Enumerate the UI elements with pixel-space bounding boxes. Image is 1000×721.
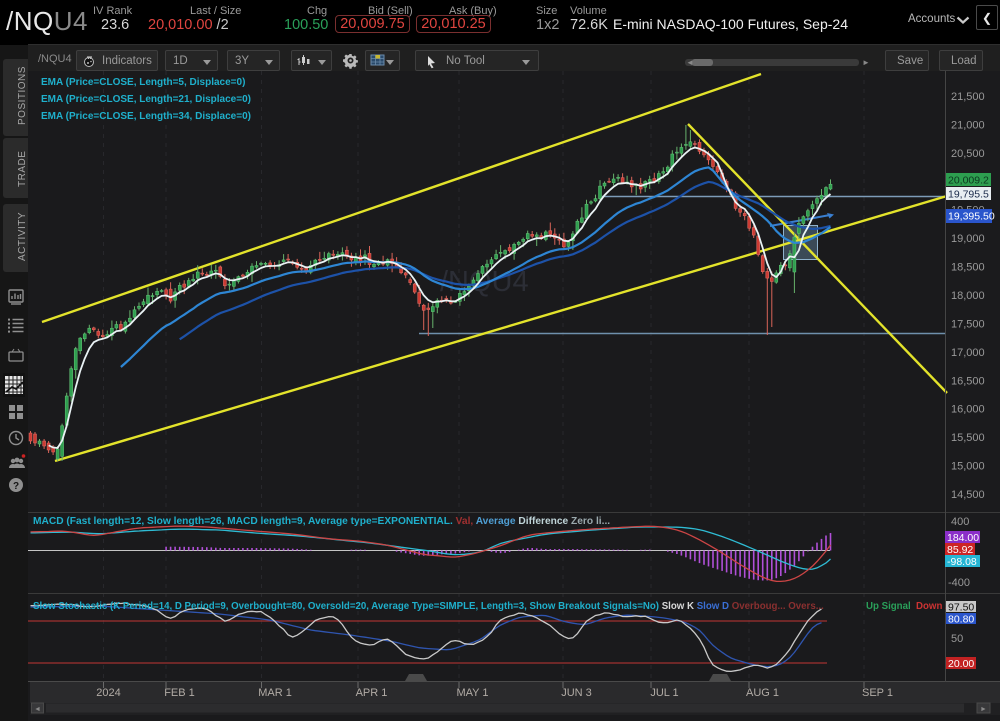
svg-text:18,500: 18,500 bbox=[951, 262, 985, 274]
svg-text:Up Signal: Up Signal bbox=[866, 601, 911, 612]
svg-text:14,500: 14,500 bbox=[951, 489, 985, 501]
svg-text:AUG 1: AUG 1 bbox=[746, 687, 779, 699]
svg-text:80.80: 80.80 bbox=[948, 614, 974, 626]
svg-text:21,500: 21,500 bbox=[951, 91, 985, 103]
svg-text:JUN 3: JUN 3 bbox=[561, 687, 592, 699]
svg-text:19,795.5: 19,795.5 bbox=[948, 189, 989, 201]
svg-text:15,500: 15,500 bbox=[951, 432, 985, 444]
svg-text:-98.08: -98.08 bbox=[947, 556, 977, 568]
svg-text:MAY 1: MAY 1 bbox=[457, 687, 489, 699]
svg-text:EMA (Price=CLOSE, Length=21, D: EMA (Price=CLOSE, Length=21, Displace=0) bbox=[41, 94, 251, 105]
svg-text:JUL 1: JUL 1 bbox=[650, 687, 678, 699]
svg-text:15,000: 15,000 bbox=[951, 461, 985, 473]
svg-text:400: 400 bbox=[951, 516, 969, 528]
svg-text:16,000: 16,000 bbox=[951, 404, 985, 416]
svg-text:MACD (Fast length=12, Slow len: MACD (Fast length=12, Slow length=26, MA… bbox=[33, 516, 610, 527]
svg-text:184.00: 184.00 bbox=[947, 532, 979, 544]
svg-text:17,000: 17,000 bbox=[951, 347, 985, 359]
svg-text:50: 50 bbox=[951, 633, 963, 645]
svg-text:EMA (Price=CLOSE, Length=5, Di: EMA (Price=CLOSE, Length=5, Displace=0) bbox=[41, 77, 245, 88]
svg-text:17,500: 17,500 bbox=[951, 318, 985, 330]
svg-text:FEB 1: FEB 1 bbox=[164, 687, 195, 699]
svg-text:20.00: 20.00 bbox=[948, 658, 974, 670]
svg-text:◄: ◄ bbox=[34, 706, 41, 713]
svg-text:►: ► bbox=[980, 706, 987, 713]
svg-text:19,395.50: 19,395.50 bbox=[948, 211, 995, 223]
svg-text:Down ...: Down ... bbox=[916, 601, 953, 612]
svg-text:97.50: 97.50 bbox=[948, 602, 974, 614]
svg-text:16,500: 16,500 bbox=[951, 375, 985, 387]
svg-text:85.92: 85.92 bbox=[947, 544, 973, 556]
svg-text:20,500: 20,500 bbox=[951, 148, 985, 160]
svg-text:Slow Stochastic (K Period=14,: Slow Stochastic (K Period=14, D Period=9… bbox=[33, 601, 824, 612]
svg-text:APR 1: APR 1 bbox=[356, 687, 388, 699]
svg-text:SEP 1: SEP 1 bbox=[862, 687, 893, 699]
svg-text:2024: 2024 bbox=[96, 687, 120, 699]
svg-text:EMA (Price=CLOSE, Length=34, D: EMA (Price=CLOSE, Length=34, Displace=0) bbox=[41, 111, 251, 122]
svg-text:-400: -400 bbox=[948, 577, 970, 589]
svg-text:21,000: 21,000 bbox=[951, 119, 985, 131]
svg-text:18,000: 18,000 bbox=[951, 290, 985, 302]
svg-text:20,009.2: 20,009.2 bbox=[948, 175, 989, 187]
svg-text:?: ? bbox=[13, 481, 19, 492]
svg-text:19,000: 19,000 bbox=[951, 233, 985, 245]
svg-text:MAR 1: MAR 1 bbox=[258, 687, 292, 699]
